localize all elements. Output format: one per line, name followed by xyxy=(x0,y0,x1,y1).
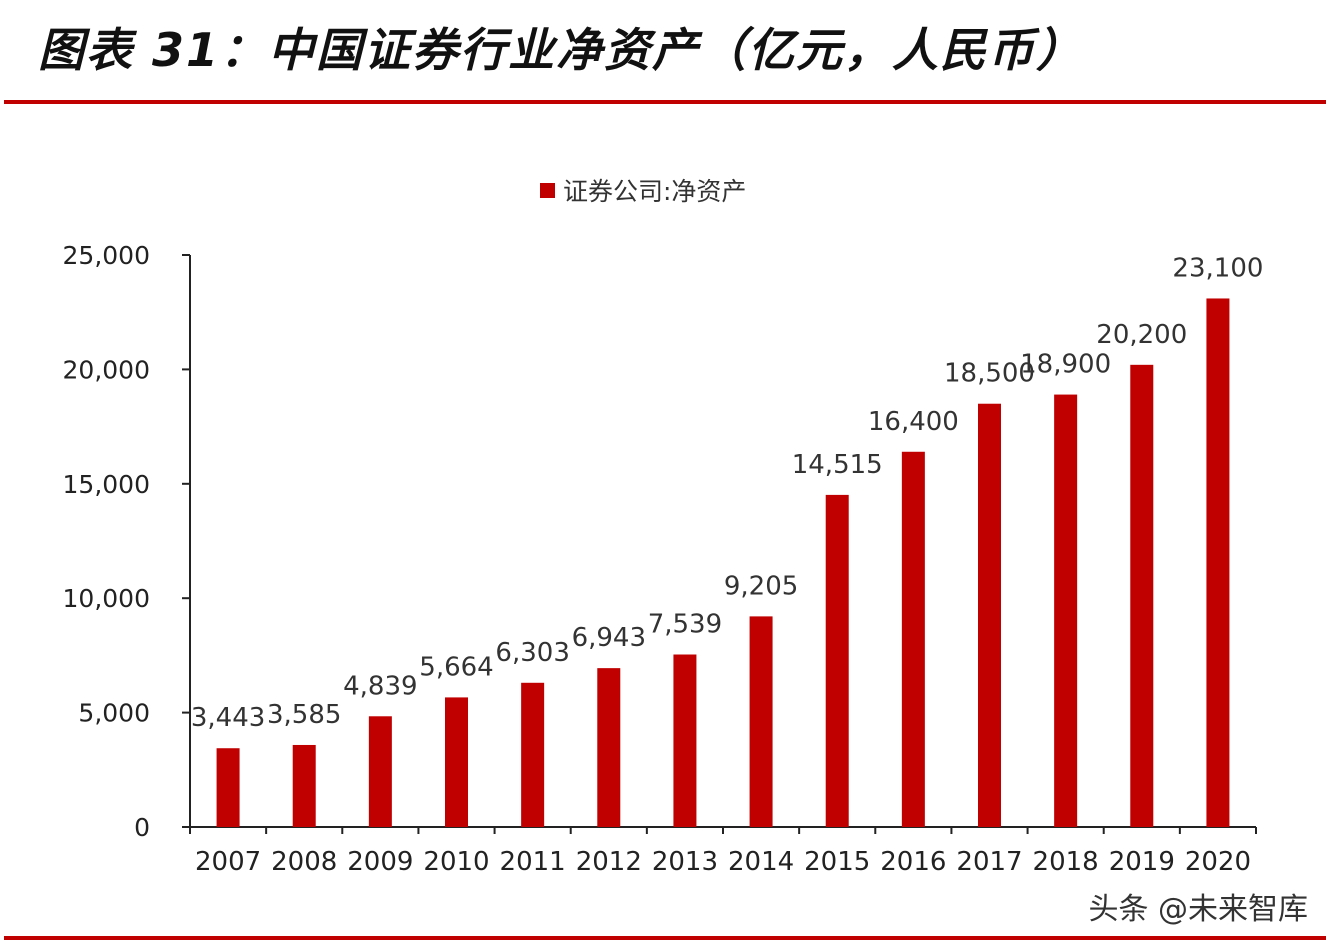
x-tick-label: 2012 xyxy=(576,847,642,877)
x-tick-label: 2016 xyxy=(880,847,946,877)
bar xyxy=(368,716,392,827)
bars xyxy=(216,298,1230,827)
axes: 0 5,000 10,000 15,000 20,000 25,000 2007 2008 20… xyxy=(63,241,1257,877)
bar xyxy=(521,682,545,827)
page-title: 图表 31：中国证券行业净资产（亿元，人民币） xyxy=(38,23,1085,77)
x-tick-label: 2009 xyxy=(347,847,413,877)
x-tick-label: 2014 xyxy=(728,847,794,877)
y-tick-label: 15,000 xyxy=(63,470,150,499)
bar xyxy=(1054,394,1078,827)
x-tick-label: 2008 xyxy=(271,847,337,877)
x-tick-label: 2007 xyxy=(195,847,261,877)
x-tick-label: 2018 xyxy=(1033,847,1099,877)
bar xyxy=(901,451,925,827)
bar xyxy=(825,494,849,827)
x-tick-label: 2011 xyxy=(500,847,566,877)
data-label: 3,443 xyxy=(191,703,265,733)
y-tick-label: 0 xyxy=(134,813,150,842)
data-label: 6,943 xyxy=(572,623,646,653)
data-label: 20,200 xyxy=(1096,320,1187,350)
data-label: 14,515 xyxy=(792,450,883,480)
y-tick-label: 25,000 xyxy=(63,241,150,270)
data-label: 9,205 xyxy=(724,571,798,601)
bar xyxy=(1130,364,1154,827)
bar xyxy=(445,697,468,827)
bar xyxy=(597,668,621,827)
data-label: 7,539 xyxy=(648,610,722,640)
data-label: 3,585 xyxy=(267,700,341,730)
y-tick-label: 20,000 xyxy=(63,355,150,384)
data-label: 4,839 xyxy=(343,671,417,701)
x-tick-label: 2017 xyxy=(956,847,1022,877)
x-tick-label: 2015 xyxy=(804,847,870,877)
top-divider xyxy=(4,100,1326,104)
legend: 证券公司:净资产 xyxy=(540,177,746,206)
y-tick-label: 5,000 xyxy=(78,699,150,728)
data-label: 5,664 xyxy=(419,652,493,682)
x-tick-label: 2010 xyxy=(423,847,489,877)
x-tick-label: 2019 xyxy=(1109,847,1175,877)
bar xyxy=(292,744,316,827)
x-tick-label: 2013 xyxy=(652,847,718,877)
data-label: 23,100 xyxy=(1172,253,1263,283)
bar xyxy=(1206,298,1230,827)
x-tick-label: 2020 xyxy=(1185,847,1251,877)
bar xyxy=(673,654,697,827)
bottom-divider xyxy=(4,936,1326,940)
watermark: 头条 @未来智库 xyxy=(1088,892,1308,927)
y-tick-label: 10,000 xyxy=(63,584,150,613)
bar xyxy=(749,616,773,827)
data-label: 16,400 xyxy=(868,407,959,437)
legend-label: 证券公司:净资产 xyxy=(563,177,746,206)
data-label: 18,500 xyxy=(944,359,1035,389)
legend-swatch xyxy=(540,183,555,198)
data-label: 18,900 xyxy=(1020,350,1111,380)
data-label: 6,303 xyxy=(495,638,569,668)
bar xyxy=(978,403,1001,827)
bar xyxy=(216,748,240,827)
